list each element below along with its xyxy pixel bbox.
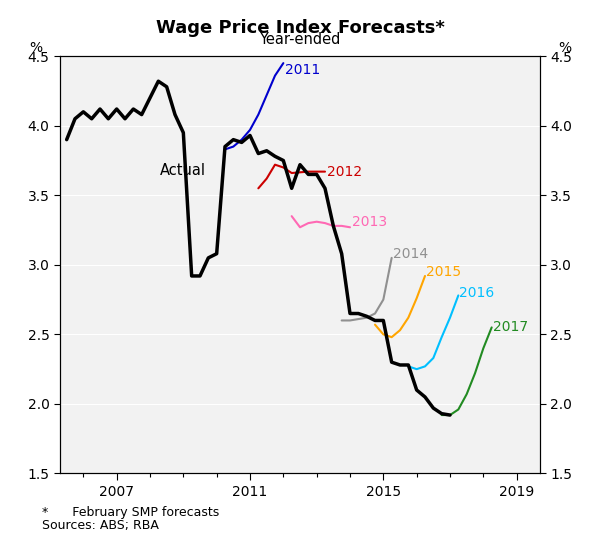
Text: 2017: 2017 — [493, 320, 528, 334]
Text: 2012: 2012 — [326, 165, 362, 179]
Text: 2014: 2014 — [392, 247, 428, 261]
Text: Sources: ABS; RBA: Sources: ABS; RBA — [42, 519, 159, 532]
Text: %: % — [558, 41, 571, 55]
Text: Actual: Actual — [160, 163, 206, 178]
Text: Year-ended: Year-ended — [259, 32, 341, 47]
Text: 2011: 2011 — [285, 63, 320, 77]
Text: Wage Price Index Forecasts*: Wage Price Index Forecasts* — [155, 19, 445, 37]
Text: 2013: 2013 — [352, 215, 387, 228]
Text: 2016: 2016 — [460, 286, 494, 300]
Text: %: % — [29, 41, 42, 55]
Text: *      February SMP forecasts: * February SMP forecasts — [42, 506, 219, 518]
Text: 2015: 2015 — [426, 265, 461, 279]
